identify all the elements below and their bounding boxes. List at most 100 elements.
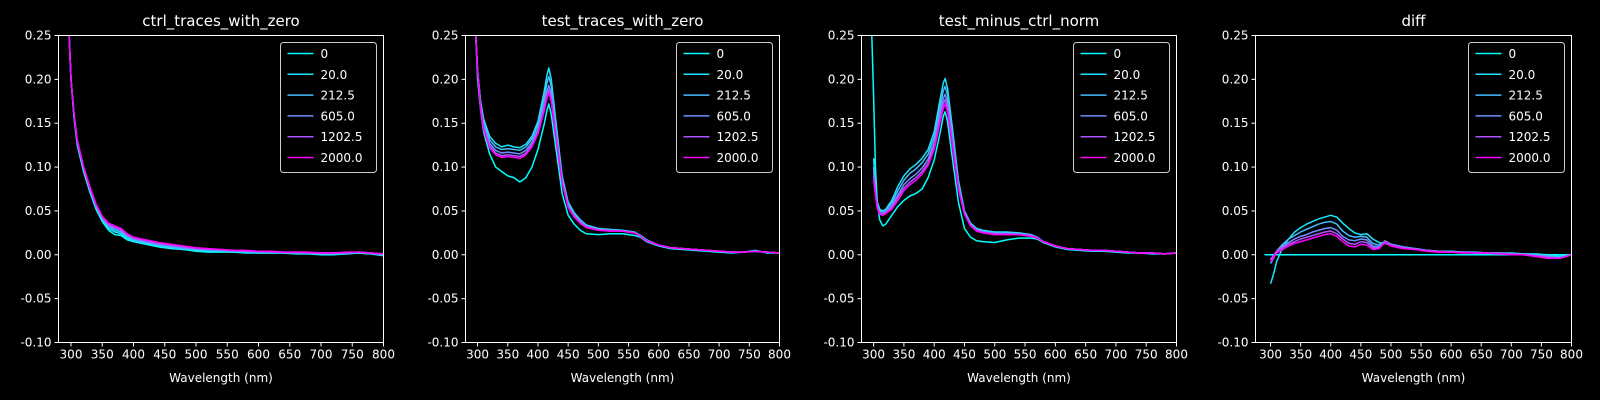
legend-label: 1202.5 (321, 130, 363, 144)
series-line-0 (871, 35, 1177, 255)
x-tick-label: 700 (1104, 348, 1127, 362)
x-tick-label: 750 (1135, 348, 1158, 362)
legend-label: 0 (1114, 47, 1122, 61)
x-tick-label: 700 (1500, 348, 1523, 362)
legend-label: 1202.5 (1114, 130, 1156, 144)
y-tick-label: -0.05 (20, 292, 51, 306)
legend-label: 212.5 (1114, 89, 1148, 103)
x-tick-label: 300 (1259, 348, 1282, 362)
chart-title: test_traces_with_zero (542, 12, 704, 31)
legend-label: 0 (1509, 47, 1517, 61)
y-tick-label: 0.10 (1222, 160, 1249, 174)
y-tick-label: 0.25 (25, 29, 52, 43)
x-axis-label: Wavelength (nm) (169, 371, 273, 385)
legend-label: 20.0 (1114, 68, 1141, 82)
y-tick-label: 0.05 (432, 204, 459, 218)
x-axis-label: Wavelength (nm) (967, 371, 1071, 385)
x-tick-label: 400 (122, 348, 145, 362)
x-tick-label: 400 (527, 348, 550, 362)
x-tick-label: 350 (1289, 348, 1312, 362)
legend-label: 0 (717, 47, 725, 61)
y-tick-label: 0.20 (1222, 72, 1249, 86)
x-tick-label: 450 (153, 348, 176, 362)
x-tick-label: 550 (1014, 348, 1037, 362)
x-tick-label: 450 (557, 348, 580, 362)
x-tick-label: 800 (372, 348, 395, 362)
x-tick-label: 650 (1074, 348, 1097, 362)
chart-panel-4: diff 300 350 400 450 500 550 600 650 700 750 800 -0.… (1217, 12, 1583, 385)
chart-panel-3: test_minus_ctrl_norm 300 350 400 450 500 550 60… (823, 12, 1188, 385)
chart-title: diff (1401, 12, 1426, 30)
x-tick-label: 500 (185, 348, 208, 362)
x-tick-label: 500 (983, 348, 1006, 362)
x-tick-label: 450 (1349, 348, 1372, 362)
x-tick-label: 550 (617, 348, 640, 362)
x-tick-label: 350 (91, 348, 114, 362)
chart-title: ctrl_traces_with_zero (142, 12, 299, 31)
y-tick-label: 0.10 (828, 160, 855, 174)
x-tick-label: 800 (768, 348, 791, 362)
x-tick-label: 650 (1470, 348, 1493, 362)
legend-label: 2000.0 (321, 151, 363, 165)
legend-label: 0 (321, 47, 329, 61)
y-tick-label: 0.05 (828, 204, 855, 218)
x-tick-label: 700 (310, 348, 333, 362)
y-tick-label: -0.10 (427, 336, 458, 350)
x-tick-label: 300 (60, 348, 83, 362)
series-line-2000.0 (872, 103, 1177, 255)
chart-panel-2: test_traces_with_zero 300 350 400 450 500 550 6… (427, 12, 791, 385)
legend-label: 2000.0 (1509, 151, 1551, 165)
y-tick-label: -0.05 (823, 292, 854, 306)
legend-label: 212.5 (1509, 89, 1543, 103)
x-tick-label: 600 (647, 348, 670, 362)
x-axis-label: Wavelength (nm) (1362, 371, 1466, 385)
series-line-2000.0 (475, 35, 780, 254)
series-line-2000.0 (1269, 232, 1572, 263)
y-tick-label: 0.15 (432, 116, 459, 130)
x-tick-label: 550 (1410, 348, 1433, 362)
series-group (475, 35, 780, 254)
legend-label: 20.0 (717, 68, 744, 82)
legend-label: 605.0 (1509, 109, 1543, 123)
y-tick-label: -0.10 (20, 336, 51, 350)
y-tick-label: 0.15 (828, 116, 855, 130)
series-group (871, 35, 1177, 255)
legend: 0 20.0 212.5 605.0 1202.5 2000.0 (676, 42, 773, 173)
plot-frame (861, 35, 1177, 343)
legend-label: 212.5 (717, 89, 751, 103)
y-tick-label: 0.05 (25, 204, 52, 218)
y-tick-label: 0.15 (1222, 116, 1249, 130)
x-tick-label: 300 (862, 348, 885, 362)
x-tick-label: 600 (1440, 348, 1463, 362)
series-group (1264, 214, 1572, 284)
x-tick-label: 750 (1530, 348, 1553, 362)
x-axis-label: Wavelength (nm) (571, 371, 675, 385)
chart-title: test_minus_ctrl_norm (939, 12, 1100, 31)
y-tick-label: 0.00 (1222, 248, 1249, 262)
plot-frame (58, 35, 384, 343)
x-tick-label: 800 (1165, 348, 1188, 362)
x-tick-label: 500 (587, 348, 610, 362)
series-group (68, 35, 384, 257)
y-tick-label: 0.00 (828, 248, 855, 262)
x-tick-label: 650 (278, 348, 301, 362)
y-tick-label: 0.00 (432, 248, 459, 262)
y-tick-label: -0.05 (427, 292, 458, 306)
x-tick-label: 600 (247, 348, 270, 362)
chart-panel-1: ctrl_traces_with_zero 300 350 400 450 500 550 6… (20, 12, 395, 385)
legend-label: 605.0 (321, 109, 355, 123)
x-tick-label: 450 (953, 348, 976, 362)
series-line-605.0 (1269, 226, 1572, 261)
legend-label: 20.0 (1509, 68, 1536, 82)
legend: 0 20.0 212.5 605.0 1202.5 2000.0 (1468, 42, 1565, 173)
x-tick-label: 400 (1319, 348, 1342, 362)
y-tick-label: 0.25 (432, 29, 459, 43)
y-tick-label: -0.10 (823, 336, 854, 350)
x-tick-label: 800 (1560, 348, 1583, 362)
y-tick-label: 0.25 (828, 29, 855, 43)
y-tick-label: 0.25 (1222, 29, 1249, 43)
y-tick-label: 0.15 (25, 116, 52, 130)
series-line-212.5 (1269, 220, 1572, 264)
x-tick-label: 350 (496, 348, 519, 362)
legend-label: 212.5 (321, 89, 355, 103)
